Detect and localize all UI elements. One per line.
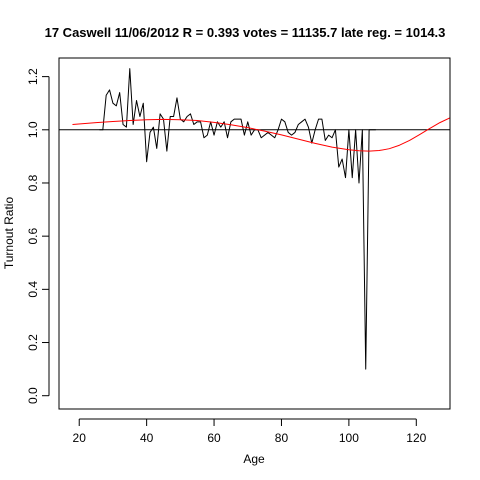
series-line-fitted	[72, 117, 450, 152]
y-tick-label: 0.6	[26, 227, 40, 244]
y-axis: 0.0 0.2 0.4 0.6 0.8 1.0 1.2	[26, 68, 50, 404]
x-tick-label: 120	[406, 431, 426, 445]
y-tick-label: 0.8	[26, 174, 40, 191]
y-tick-label: 0.0	[26, 387, 40, 404]
x-tick-label: 60	[207, 431, 221, 445]
y-tick-label: 1.0	[26, 121, 40, 138]
plot-frame	[58, 57, 451, 410]
x-tick-label: 100	[339, 431, 359, 445]
series-line-observed	[99, 68, 376, 370]
x-tick-label: 80	[275, 431, 289, 445]
x-tick-label: 40	[140, 431, 154, 445]
y-tick-label: 0.2	[26, 334, 40, 351]
y-tick-label: 0.4	[26, 281, 40, 298]
series-layer	[72, 68, 450, 370]
x-axis: 20 40 60 80 100 120	[73, 418, 427, 445]
x-axis-label: Age	[243, 452, 265, 466]
chart-title: 17 Caswell 11/06/2012 R = 0.393 votes = …	[45, 25, 446, 40]
x-tick-label: 20	[73, 431, 87, 445]
y-tick-label: 1.2	[26, 68, 40, 85]
y-axis-label: Turnout Ratio	[2, 197, 16, 270]
